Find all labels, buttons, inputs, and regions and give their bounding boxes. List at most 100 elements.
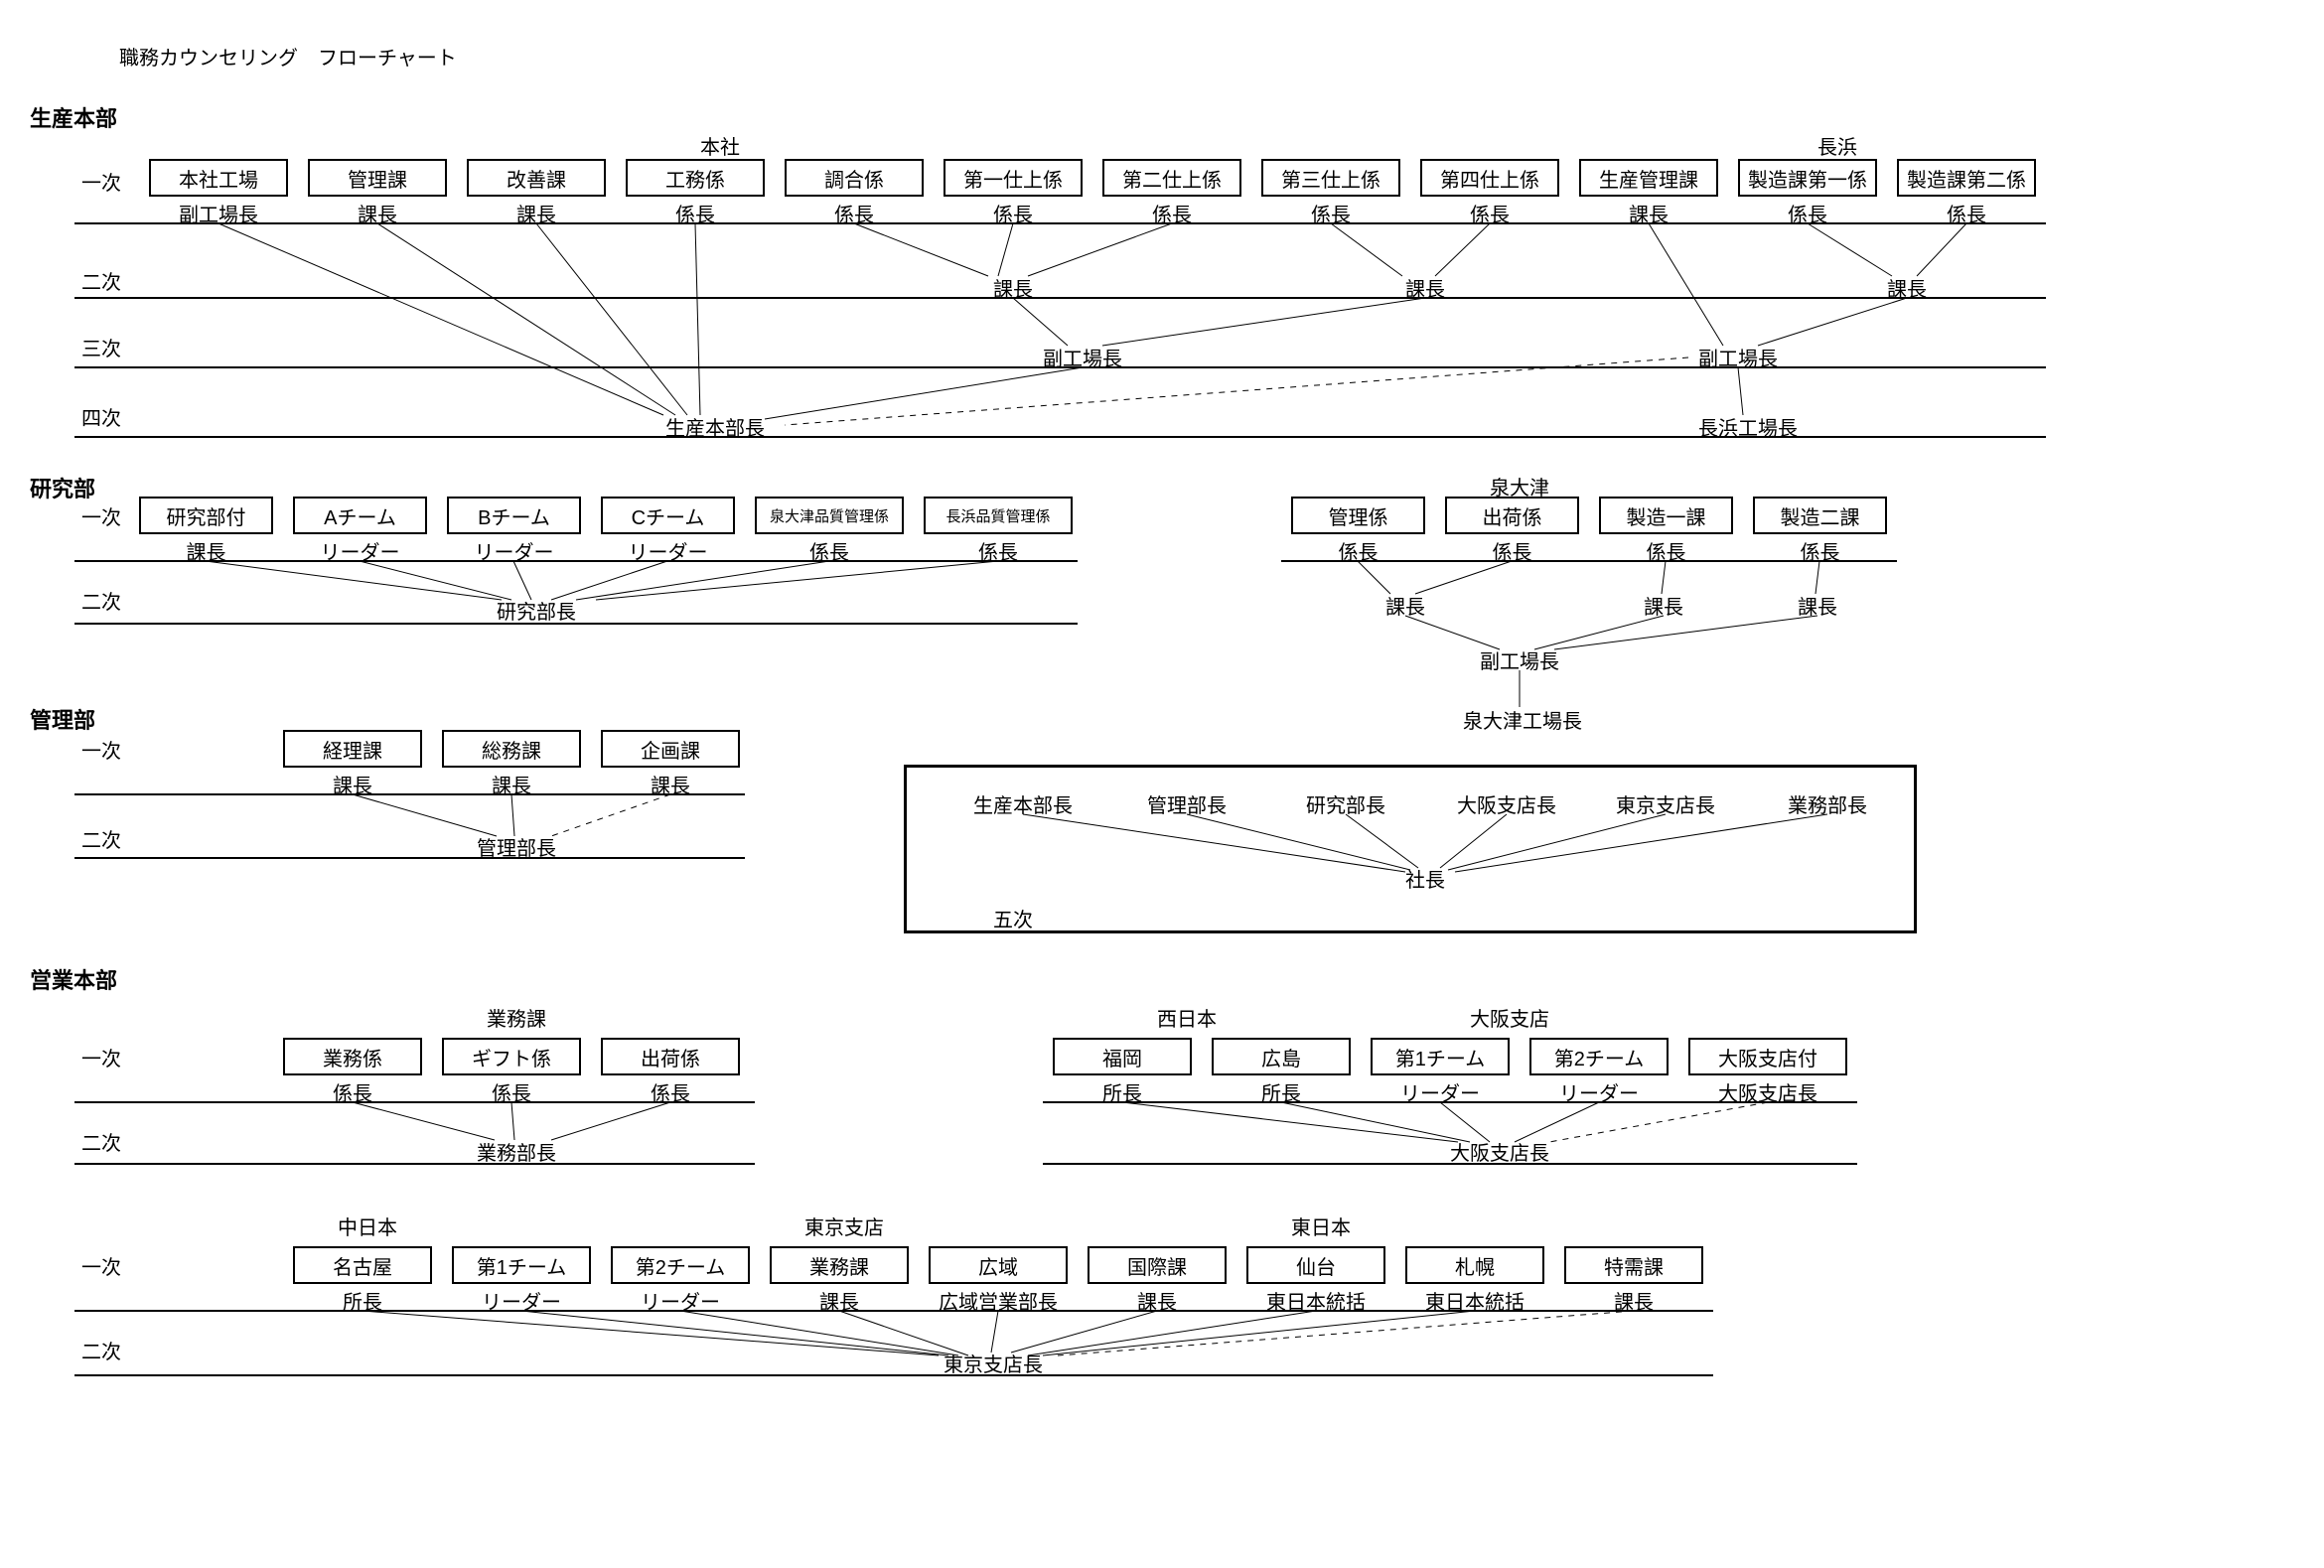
kenkyu-ru-1: 係長	[1445, 536, 1579, 565]
et-l0: 業務係	[283, 1038, 422, 1075]
et-r1: 広島	[1212, 1038, 1351, 1075]
seisan-box-0: 本社工場	[149, 159, 288, 197]
et-rleader: 大阪支店長	[1420, 1137, 1579, 1166]
kenkyu-lu-5: 係長	[924, 536, 1073, 565]
kenkyu-l-3: Cチーム	[601, 497, 735, 534]
kanri-l2: 二次	[81, 824, 121, 853]
eb-leader: 東京支店長	[914, 1349, 1073, 1377]
kenkyu-r-l3: 副工場長	[1460, 645, 1579, 674]
et-lu1: 係長	[442, 1077, 581, 1106]
eb-7: 札幌	[1405, 1246, 1544, 1284]
kanri-l1: 一次	[81, 735, 121, 764]
seisan-l3-f1: 副工場長	[1023, 343, 1142, 371]
et-lleader: 業務部長	[447, 1137, 586, 1166]
eigyo-b-l2: 二次	[81, 1336, 121, 1364]
kenkyu-l-5: 長浜品質管理係	[924, 497, 1073, 534]
et-ru3: リーダー	[1529, 1077, 1669, 1106]
kanri-u-1: 課長	[442, 770, 581, 798]
kenkyu-l-4: 泉大津品質管理係	[755, 497, 904, 534]
et-ru1: 所長	[1212, 1077, 1351, 1106]
seisan-l4-a: 生産本部長	[646, 412, 785, 441]
kenkyu-lu-4: 係長	[755, 536, 904, 565]
page-title: 職務カウンセリング フローチャート	[119, 42, 457, 71]
et-l2: 出荷係	[601, 1038, 740, 1075]
eb-4: 広域	[929, 1246, 1068, 1284]
kenkyu-lu-1: リーダー	[293, 536, 427, 565]
seisan-box-10: 製造課第一係	[1738, 159, 1877, 197]
seisan-box-5: 第一仕上係	[944, 159, 1083, 197]
et-ru0: 所長	[1053, 1077, 1192, 1106]
et-r4: 大阪支店付	[1688, 1038, 1847, 1075]
seisan-under-7: 係長	[1261, 199, 1400, 227]
et-lu0: 係長	[283, 1077, 422, 1106]
seisan-under-5: 係長	[944, 199, 1083, 227]
summit-h4: 東京支店長	[1601, 789, 1730, 818]
seisan-box-7: 第三仕上係	[1261, 159, 1400, 197]
kenkyu-r-0: 管理係	[1291, 497, 1425, 534]
kenkyu-l-1: Aチーム	[293, 497, 427, 534]
section-kanri: 管理部	[30, 703, 95, 735]
kenkyu-lu-3: リーダー	[601, 536, 735, 565]
seisan-under-2: 課長	[467, 199, 606, 227]
et-r3: 第2チーム	[1529, 1038, 1669, 1075]
ebu-3: 課長	[770, 1286, 909, 1315]
kenkyu-lu-0: 課長	[139, 536, 273, 565]
summit-h2: 研究部長	[1281, 789, 1410, 818]
kenkyu-l1: 一次	[81, 501, 121, 530]
group-honsha: 本社	[700, 131, 740, 160]
et-lu2: 係長	[601, 1077, 740, 1106]
seisan-under-11: 係長	[1897, 199, 2036, 227]
kenkyu-l-0: 研究部付	[139, 497, 273, 534]
eigyo-t-l2: 二次	[81, 1127, 121, 1156]
seisan-box-3: 工務係	[626, 159, 765, 197]
summit-l5: 五次	[993, 904, 1033, 932]
eigyo-b-l1: 一次	[81, 1251, 121, 1280]
group-gyomuka: 業務課	[487, 1003, 546, 1032]
seisan-under-9: 課長	[1579, 199, 1718, 227]
seisan-box-4: 調合係	[785, 159, 924, 197]
ebu-7: 東日本統括	[1385, 1286, 1564, 1315]
eb-6: 仙台	[1246, 1246, 1385, 1284]
eigyo-t-l1: 一次	[81, 1043, 121, 1071]
kenkyu-l-2: Bチーム	[447, 497, 581, 534]
kenkyu-leader: 研究部長	[467, 596, 606, 625]
seisan-under-3: 係長	[626, 199, 765, 227]
seisan-box-11: 製造課第二係	[1897, 159, 2036, 197]
summit-h1: 管理部長	[1122, 789, 1251, 818]
seisan-l2-k1: 課長	[973, 273, 1053, 302]
group-chunichon: 中日本	[338, 1212, 397, 1240]
group-higashi: 東日本	[1291, 1212, 1351, 1240]
seisan-l4: 四次	[81, 402, 121, 431]
seisan-under-0: 副工場長	[149, 199, 288, 227]
kenkyu-r-3: 製造二課	[1753, 497, 1887, 534]
kenkyu-l2: 二次	[81, 586, 121, 615]
group-nishinihon: 西日本	[1157, 1003, 1217, 1032]
seisan-l1: 一次	[81, 167, 121, 196]
group-osaka: 大阪支店	[1470, 1003, 1549, 1032]
et-ru4: 大阪支店長	[1688, 1077, 1847, 1106]
kanri-box-1: 総務課	[442, 730, 581, 768]
seisan-l3-f2: 副工場長	[1678, 343, 1798, 371]
group-nagahama: 長浜	[1817, 131, 1857, 160]
seisan-under-8: 係長	[1420, 199, 1559, 227]
eb-1: 第1チーム	[452, 1246, 591, 1284]
seisan-box-6: 第二仕上係	[1102, 159, 1241, 197]
ebu-5: 課長	[1088, 1286, 1227, 1315]
ebu-0: 所長	[293, 1286, 432, 1315]
kenkyu-r-k2: 課長	[1624, 591, 1703, 620]
summit-h3: 大阪支店長	[1442, 789, 1571, 818]
kenkyu-r-2: 製造一課	[1599, 497, 1733, 534]
kenkyu-ru-0: 係長	[1291, 536, 1425, 565]
seisan-l2-k3: 課長	[1867, 273, 1947, 302]
section-seisan: 生産本部	[30, 101, 117, 133]
seisan-l3: 三次	[81, 333, 121, 361]
kanri-u-0: 課長	[283, 770, 422, 798]
et-r0: 福岡	[1053, 1038, 1192, 1075]
kanri-leader: 管理部長	[447, 832, 586, 861]
eb-2: 第2チーム	[611, 1246, 750, 1284]
et-r2: 第1チーム	[1371, 1038, 1510, 1075]
group-tokyo: 東京支店	[804, 1212, 884, 1240]
eb-0: 名古屋	[293, 1246, 432, 1284]
kanri-box-0: 経理課	[283, 730, 422, 768]
seisan-l4-b: 長浜工場長	[1669, 412, 1827, 441]
